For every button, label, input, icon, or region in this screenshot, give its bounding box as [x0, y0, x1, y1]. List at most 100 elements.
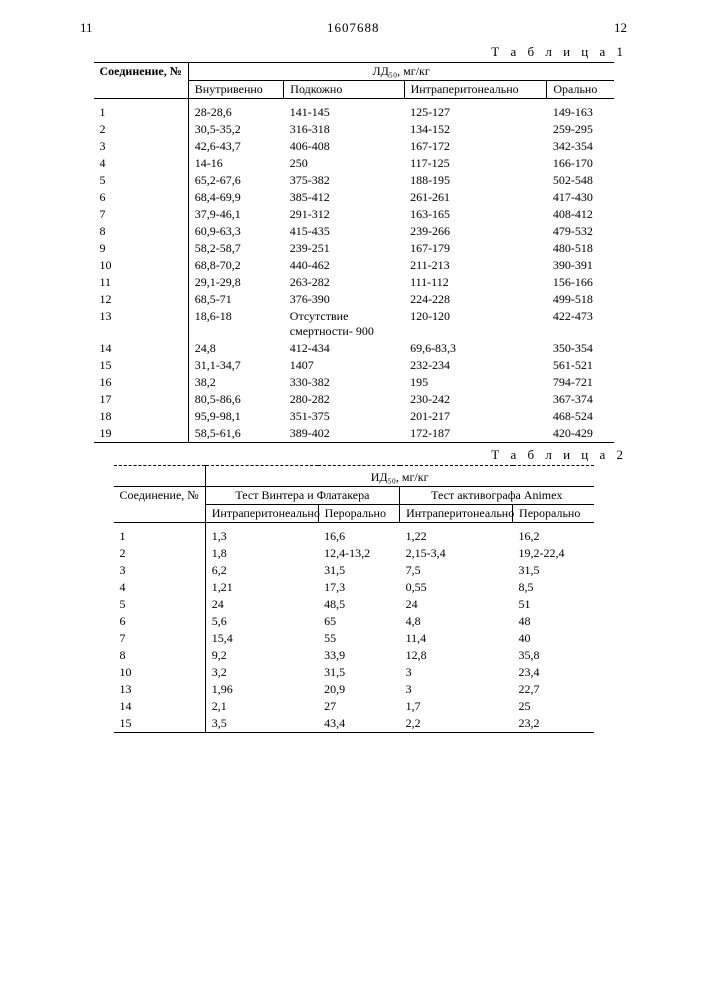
- table-row: 1424,8412-43469,6-83,3350-354: [94, 340, 614, 357]
- table-cell: 422-473: [547, 308, 614, 340]
- table2-superheader: ИД₅₀, мг/кг: [205, 466, 593, 487]
- table-cell: 65,2-67,6: [188, 172, 284, 189]
- table-cell: 2: [114, 545, 206, 562]
- table-cell: 17,3: [318, 579, 399, 596]
- table-cell: 420-429: [547, 425, 614, 443]
- table-cell: 499-518: [547, 291, 614, 308]
- table-cell: 48,5: [318, 596, 399, 613]
- table1-rowheader: Соединение, №: [94, 63, 189, 99]
- table-cell: 60,9-63,3: [188, 223, 284, 240]
- table2-group1: Тест Винтера и Флатакера: [205, 487, 399, 505]
- table-cell: 31,5: [318, 562, 399, 579]
- page-header: 11 1607688 12: [40, 20, 667, 36]
- table-cell: 8: [114, 647, 206, 664]
- table-cell: 2,2: [400, 715, 513, 733]
- table-cell: 19: [94, 425, 189, 443]
- table-cell: 9: [94, 240, 189, 257]
- table-cell: 30,5-35,2: [188, 121, 284, 138]
- table-cell: 0,55: [400, 579, 513, 596]
- table-cell: 12: [94, 291, 189, 308]
- table2-col-header: Перорально: [513, 505, 594, 523]
- table-cell: 239-251: [284, 240, 404, 257]
- table-cell: 43,4: [318, 715, 399, 733]
- table-cell: 40: [513, 630, 594, 647]
- table-cell: 125-127: [404, 99, 547, 122]
- table-cell: 17: [94, 391, 189, 408]
- table-cell: 5: [94, 172, 189, 189]
- table2-col-header: Интраперитонеально: [400, 505, 513, 523]
- table-cell: Отсутствие смертности- 900: [284, 308, 404, 340]
- table-cell: 31,5: [513, 562, 594, 579]
- table-row: 715,45511,440: [114, 630, 594, 647]
- table-cell: 1,96: [205, 681, 318, 698]
- table-cell: 68,4-69,9: [188, 189, 284, 206]
- table-cell: 14: [114, 698, 206, 715]
- table-cell: 3: [400, 681, 513, 698]
- table1-label: Т а б л и ц а 1: [40, 44, 627, 60]
- table-cell: 4,8: [400, 613, 513, 630]
- table-row: 1318,6-18Отсутствие смертности- 900120-1…: [94, 308, 614, 340]
- table-cell: 211-213: [404, 257, 547, 274]
- table-cell: 1,22: [400, 523, 513, 546]
- table-cell: 6,2: [205, 562, 318, 579]
- table-cell: 117-125: [404, 155, 547, 172]
- table-cell: 195: [404, 374, 547, 391]
- table-cell: 11,4: [400, 630, 513, 647]
- table-cell: 55: [318, 630, 399, 647]
- table-cell: 1,21: [205, 579, 318, 596]
- table-cell: 65: [318, 613, 399, 630]
- table-cell: 2,15-3,4: [400, 545, 513, 562]
- table1-superheader: ЛД₅₀, мг/кг: [188, 63, 613, 81]
- table-cell: 37,9-46,1: [188, 206, 284, 223]
- page-number-left: 11: [80, 20, 93, 36]
- table-cell: 68,8-70,2: [188, 257, 284, 274]
- table-cell: 167-172: [404, 138, 547, 155]
- table-cell: 38,2: [188, 374, 284, 391]
- table-cell: 263-282: [284, 274, 404, 291]
- table-cell: 19,2-22,4: [513, 545, 594, 562]
- table-cell: 330-382: [284, 374, 404, 391]
- table-cell: 201-217: [404, 408, 547, 425]
- table-cell: 167-179: [404, 240, 547, 257]
- table-row: 565,2-67,6375-382188-195502-548: [94, 172, 614, 189]
- table-cell: 7,5: [400, 562, 513, 579]
- table-cell: 4: [114, 579, 206, 596]
- table-cell: 22,7: [513, 681, 594, 698]
- table-row: 1958,5-61,6389-402172-187420-429: [94, 425, 614, 443]
- table-cell: 3,5: [205, 715, 318, 733]
- table-row: 230,5-35,2316-318134-152259-295: [94, 121, 614, 138]
- table2: ИД₅₀, мг/кг Соединение, № Тест Винтера и…: [114, 465, 594, 733]
- table-row: 860,9-63,3415-435239-266479-532: [94, 223, 614, 240]
- table1-container: Соединение, № ЛД₅₀, мг/кг ВнутривенноПод…: [94, 62, 614, 443]
- table-cell: 141-145: [284, 99, 404, 122]
- table-cell: 417-430: [547, 189, 614, 206]
- table-cell: 23,4: [513, 664, 594, 681]
- table-row: 36,231,57,531,5: [114, 562, 594, 579]
- table-cell: 1,3: [205, 523, 318, 546]
- table-cell: 18,6-18: [188, 308, 284, 340]
- table-row: 1638,2330-382195794-721: [94, 374, 614, 391]
- table-cell: 350-354: [547, 340, 614, 357]
- table-row: 103,231,5323,4: [114, 664, 594, 681]
- table-cell: 68,5-71: [188, 291, 284, 308]
- table-cell: 1,8: [205, 545, 318, 562]
- table-cell: 3,2: [205, 664, 318, 681]
- table-cell: 58,2-58,7: [188, 240, 284, 257]
- table-cell: 16,6: [318, 523, 399, 546]
- table-cell: 385-412: [284, 189, 404, 206]
- table-row: 65,6654,848: [114, 613, 594, 630]
- table-cell: 1: [94, 99, 189, 122]
- table-cell: 16,2: [513, 523, 594, 546]
- table-cell: 11: [94, 274, 189, 291]
- table-cell: 58,5-61,6: [188, 425, 284, 443]
- table-cell: 31,1-34,7: [188, 357, 284, 374]
- table1-col-header: Подкожно: [284, 81, 404, 99]
- table-row: 414-16250117-125166-170: [94, 155, 614, 172]
- table-cell: 4: [94, 155, 189, 172]
- table-row: 142,1271,725: [114, 698, 594, 715]
- table-row: 1895,9-98,1351-375201-217468-524: [94, 408, 614, 425]
- table-cell: 250: [284, 155, 404, 172]
- table-row: 89,233,912,835,8: [114, 647, 594, 664]
- table-cell: 166-170: [547, 155, 614, 172]
- table-cell: 408-412: [547, 206, 614, 223]
